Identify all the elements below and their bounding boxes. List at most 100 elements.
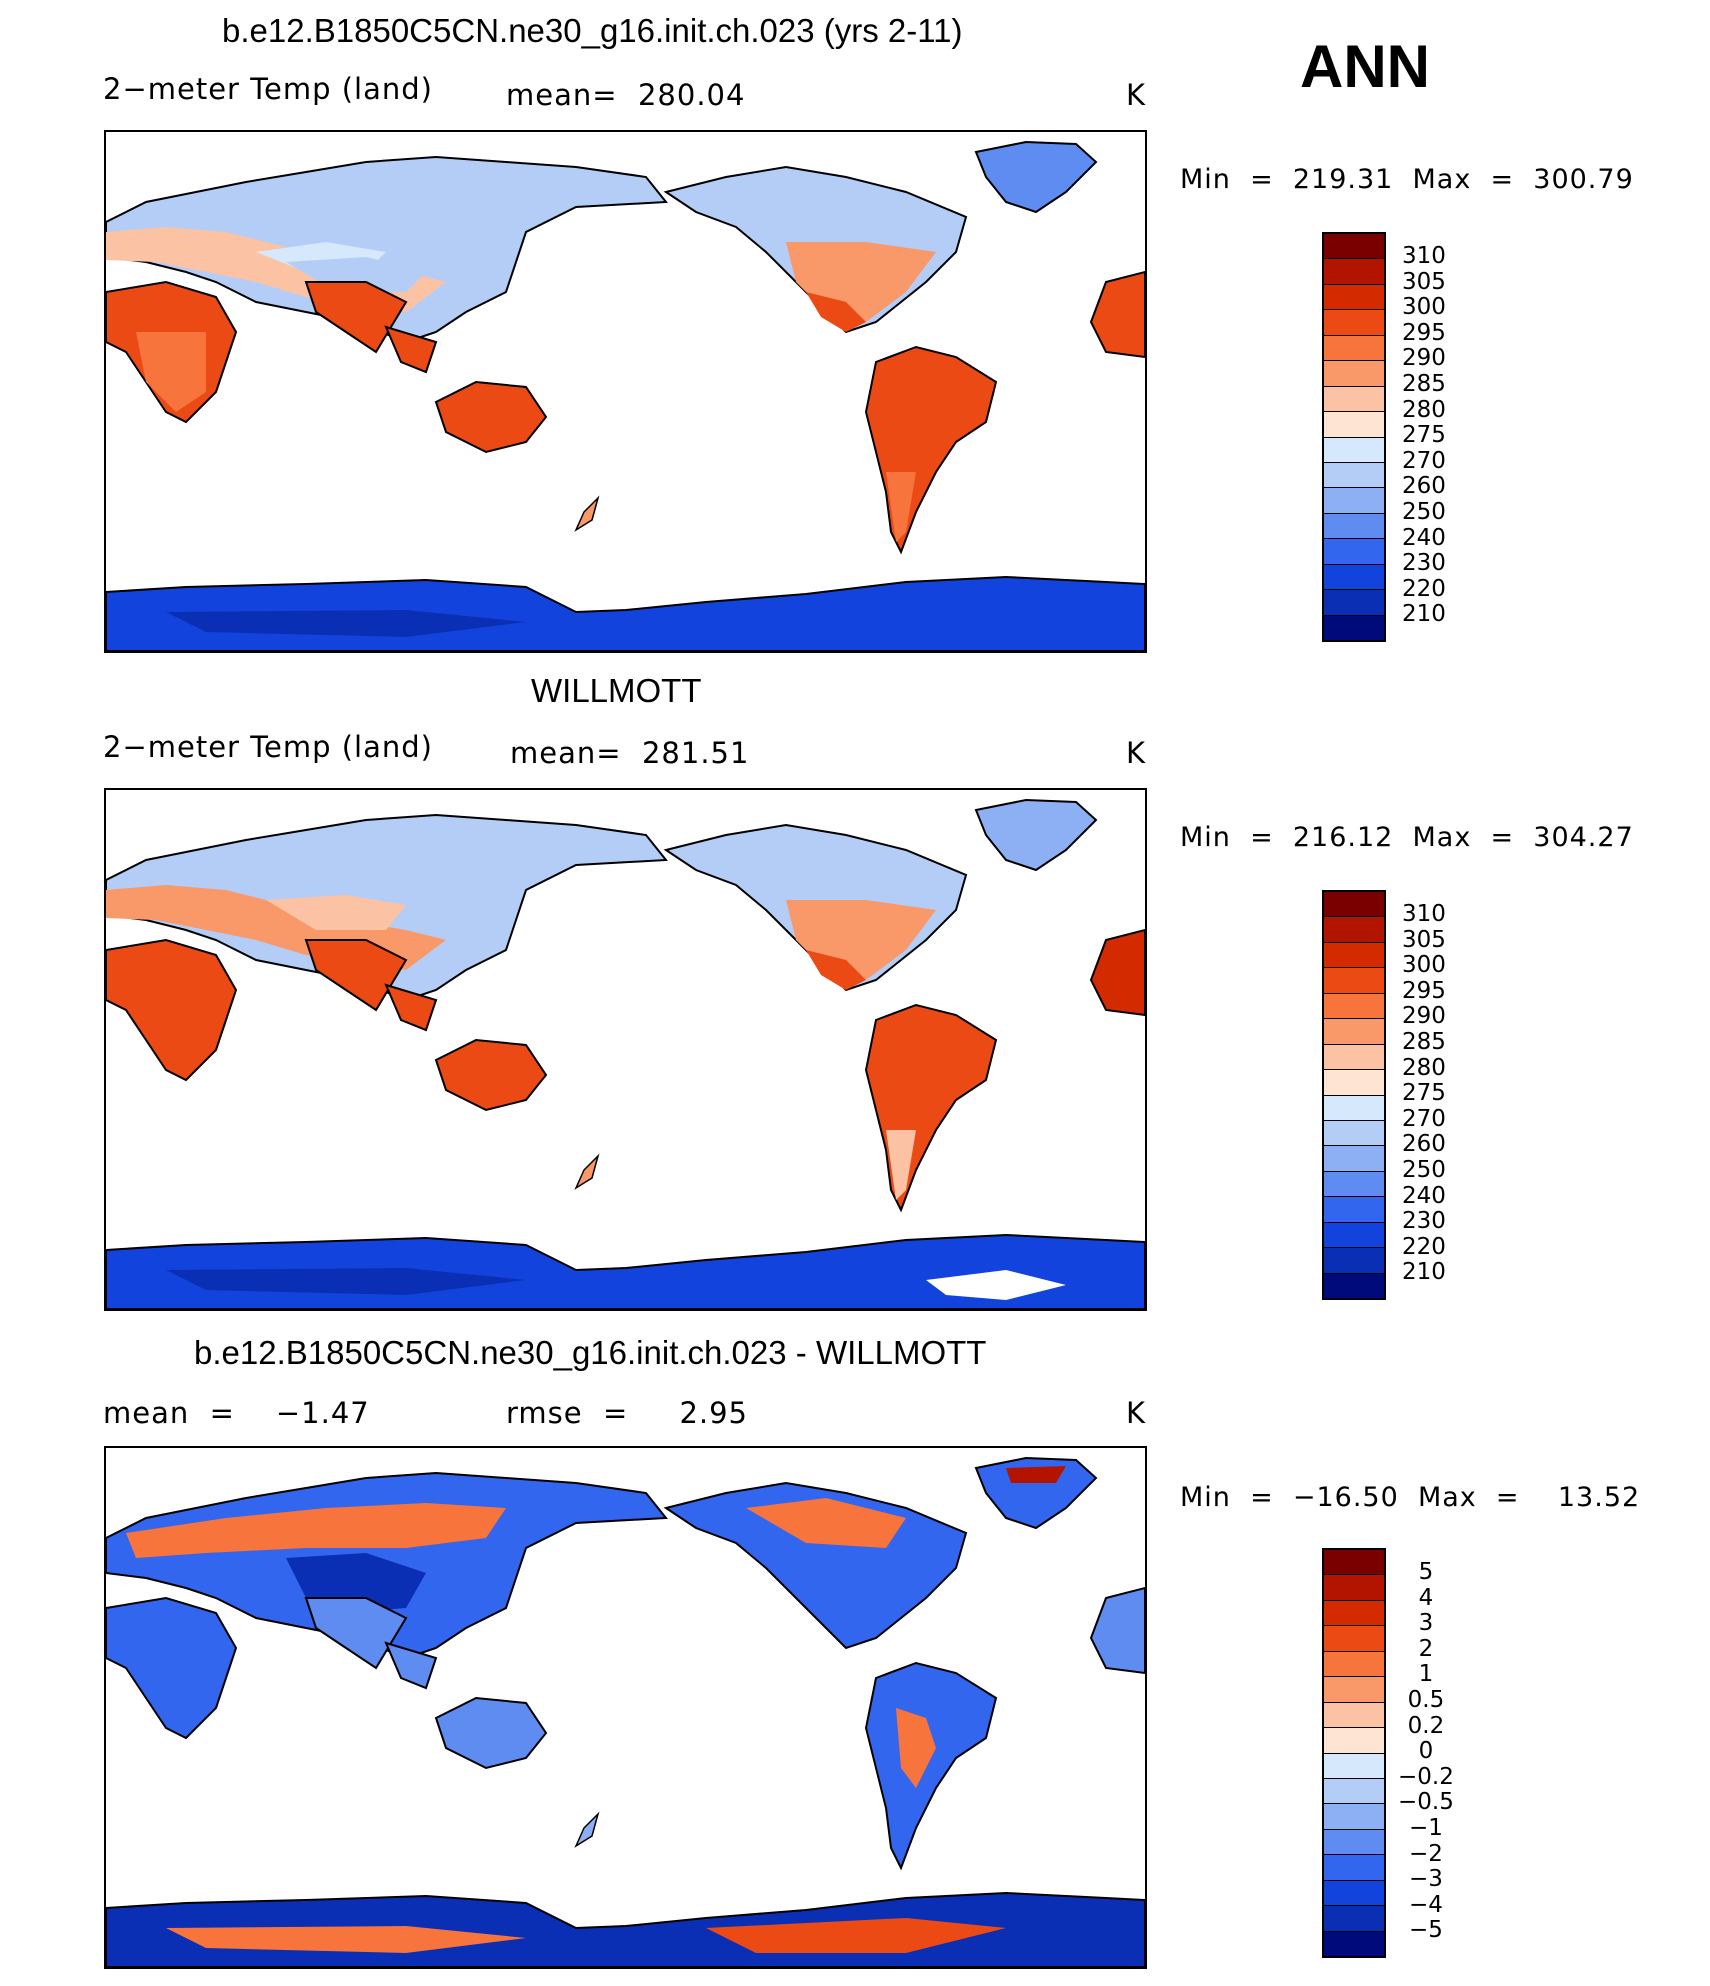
colorbar-swatch (1324, 1854, 1384, 1880)
colorbar-tick-label: 275 (1402, 422, 1446, 449)
colorbar-tick-label: 295 (1402, 977, 1446, 1004)
colorbar-swatch (1324, 1650, 1384, 1677)
colorbar-tick-label: 270 (1402, 1105, 1446, 1132)
colorbar-tick-label: 280 (1402, 396, 1446, 423)
colorbar-tick-label: 300 (1402, 294, 1446, 321)
colorbar-swatch (1324, 941, 1384, 968)
panel-2-units: K (1126, 736, 1147, 770)
colorbar-swatch (1324, 1170, 1384, 1197)
colorbar-tick-label: 305 (1402, 926, 1446, 953)
colorbar-swatch (1324, 1272, 1384, 1298)
panel-3-title: b.e12.B1850C5CN.ne30_g16.init.ch.023 - W… (194, 1334, 987, 1371)
colorbar-swatch (1324, 436, 1384, 462)
colorbar-tick-label: 260 (1402, 1131, 1446, 1158)
colorbar-swatch (1324, 1094, 1384, 1120)
colorbar-tick-label: 310 (1402, 901, 1446, 927)
panel-3-rmse: rmse = 2.95 (506, 1396, 749, 1430)
panel-2-map-svg (106, 798, 1145, 1309)
colorbar-tick-label: −1 (1408, 1814, 1443, 1841)
colorbar-tick-label: 240 (1402, 524, 1446, 551)
colorbar-tick-label: −2 (1408, 1840, 1443, 1867)
colorbar-swatch (1324, 1752, 1384, 1778)
colorbar-swatch (1324, 1803, 1384, 1829)
colorbar-tick-label: 0 (1418, 1738, 1434, 1765)
colorbar-tick-label: −3 (1408, 1866, 1443, 1893)
colorbar-tick-label: 240 (1402, 1182, 1446, 1209)
colorbar-tick-label: 4 (1418, 1584, 1434, 1611)
colorbar-swatch (1324, 1119, 1384, 1146)
colorbar-tick-label: 3 (1418, 1610, 1434, 1637)
panel-3-colorbar-labels: 5 4 3 2 1 0.5 0.2 0 −0.2 −0.5 −1 −2 −3 −… (1398, 1559, 1454, 1944)
colorbar-swatch (1324, 1930, 1384, 1956)
panel-2-title: WILLMOTT (531, 672, 702, 709)
colorbar-swatch (1324, 1247, 1384, 1273)
colorbar-tick-label: 210 (1402, 1259, 1446, 1286)
colorbar-swatch (1324, 461, 1384, 488)
colorbar-swatch (1324, 614, 1384, 640)
colorbar-swatch (1324, 1145, 1384, 1171)
colorbar-tick-label: −5 (1408, 1917, 1443, 1944)
colorbar-tick-label: 250 (1402, 498, 1446, 525)
colorbar-swatch (1324, 512, 1384, 539)
panel-2-minmax: Min = 216.12 Max = 304.27 (1180, 822, 1634, 853)
panel-2-colorbar-labels: 310 305 300 295 290 285 280 275 270 260 … (1402, 901, 1446, 1286)
panel-3-map-svg (106, 1456, 1145, 1967)
colorbar-tick-label: 230 (1402, 550, 1446, 577)
colorbar-tick-label: 290 (1402, 1003, 1446, 1030)
colorbar-tick-label: −0.5 (1398, 1789, 1454, 1816)
season-label: ANN (1300, 33, 1430, 100)
panel-3-colorbar (1322, 1548, 1386, 1958)
colorbar-swatch (1324, 283, 1384, 310)
colorbar-swatch (1324, 916, 1384, 942)
colorbar-swatch (1324, 385, 1384, 412)
colorbar-swatch (1324, 309, 1384, 335)
panel-3-map (104, 1446, 1147, 1969)
panel-2-variable-label: 2−meter Temp (land) (103, 730, 433, 764)
panel-1-title: b.e12.B1850C5CN.ne30_g16.init.ch.023 (yr… (222, 12, 963, 49)
panel-1-map-svg (106, 140, 1145, 651)
colorbar-tick-label: 5 (1418, 1559, 1434, 1585)
colorbar-tick-label: 220 (1402, 1233, 1446, 1260)
colorbar-swatch (1324, 1018, 1384, 1044)
colorbar-tick-label: 285 (1402, 1028, 1446, 1055)
colorbar-swatch (1324, 334, 1384, 361)
colorbar-swatch (1324, 1879, 1384, 1906)
panel-2-mean: mean= 281.51 (510, 736, 750, 770)
colorbar-swatch (1324, 1196, 1384, 1222)
panel-1-map (104, 130, 1147, 653)
colorbar-swatch (1324, 538, 1384, 564)
colorbar-swatch (1324, 1676, 1384, 1702)
colorbar-swatch (1324, 1069, 1384, 1095)
colorbar-swatch (1324, 360, 1384, 386)
panel-3-minmax: Min = −16.50 Max = 13.52 (1180, 1482, 1641, 1513)
colorbar-tick-label: 210 (1402, 601, 1446, 628)
colorbar-tick-label: 270 (1402, 447, 1446, 474)
panel-1-colorbar (1322, 232, 1386, 642)
panel-1-minmax: Min = 219.31 Max = 300.79 (1180, 164, 1634, 195)
colorbar-tick-label: 220 (1402, 575, 1446, 602)
colorbar-tick-label: 310 (1402, 243, 1446, 269)
panel-1-mean: mean= 280.04 (506, 78, 746, 112)
colorbar-tick-label: −4 (1408, 1891, 1443, 1918)
colorbar-swatch (1324, 1727, 1384, 1753)
panel-2-map (104, 788, 1147, 1311)
colorbar-swatch (1324, 1221, 1384, 1248)
colorbar-swatch (1324, 1828, 1384, 1855)
colorbar-tick-label: 295 (1402, 319, 1446, 346)
colorbar-swatch (1324, 1574, 1384, 1600)
colorbar-swatch (1324, 892, 1384, 917)
colorbar-tick-label: 230 (1402, 1208, 1446, 1235)
colorbar-swatch (1324, 1777, 1384, 1804)
colorbar-swatch (1324, 1599, 1384, 1626)
colorbar-swatch (1324, 258, 1384, 284)
colorbar-swatch (1324, 1550, 1384, 1575)
colorbar-swatch (1324, 563, 1384, 590)
colorbar-tick-label: 2 (1418, 1635, 1434, 1662)
colorbar-tick-label: 260 (1402, 473, 1446, 500)
colorbar-tick-label: 0.5 (1407, 1686, 1445, 1713)
colorbar-tick-label: 280 (1402, 1054, 1446, 1081)
colorbar-swatch (1324, 1625, 1384, 1651)
colorbar-tick-label: 0.2 (1407, 1712, 1445, 1739)
panel-3-mean: mean = −1.47 (103, 1396, 370, 1430)
colorbar-tick-label: 275 (1402, 1080, 1446, 1107)
